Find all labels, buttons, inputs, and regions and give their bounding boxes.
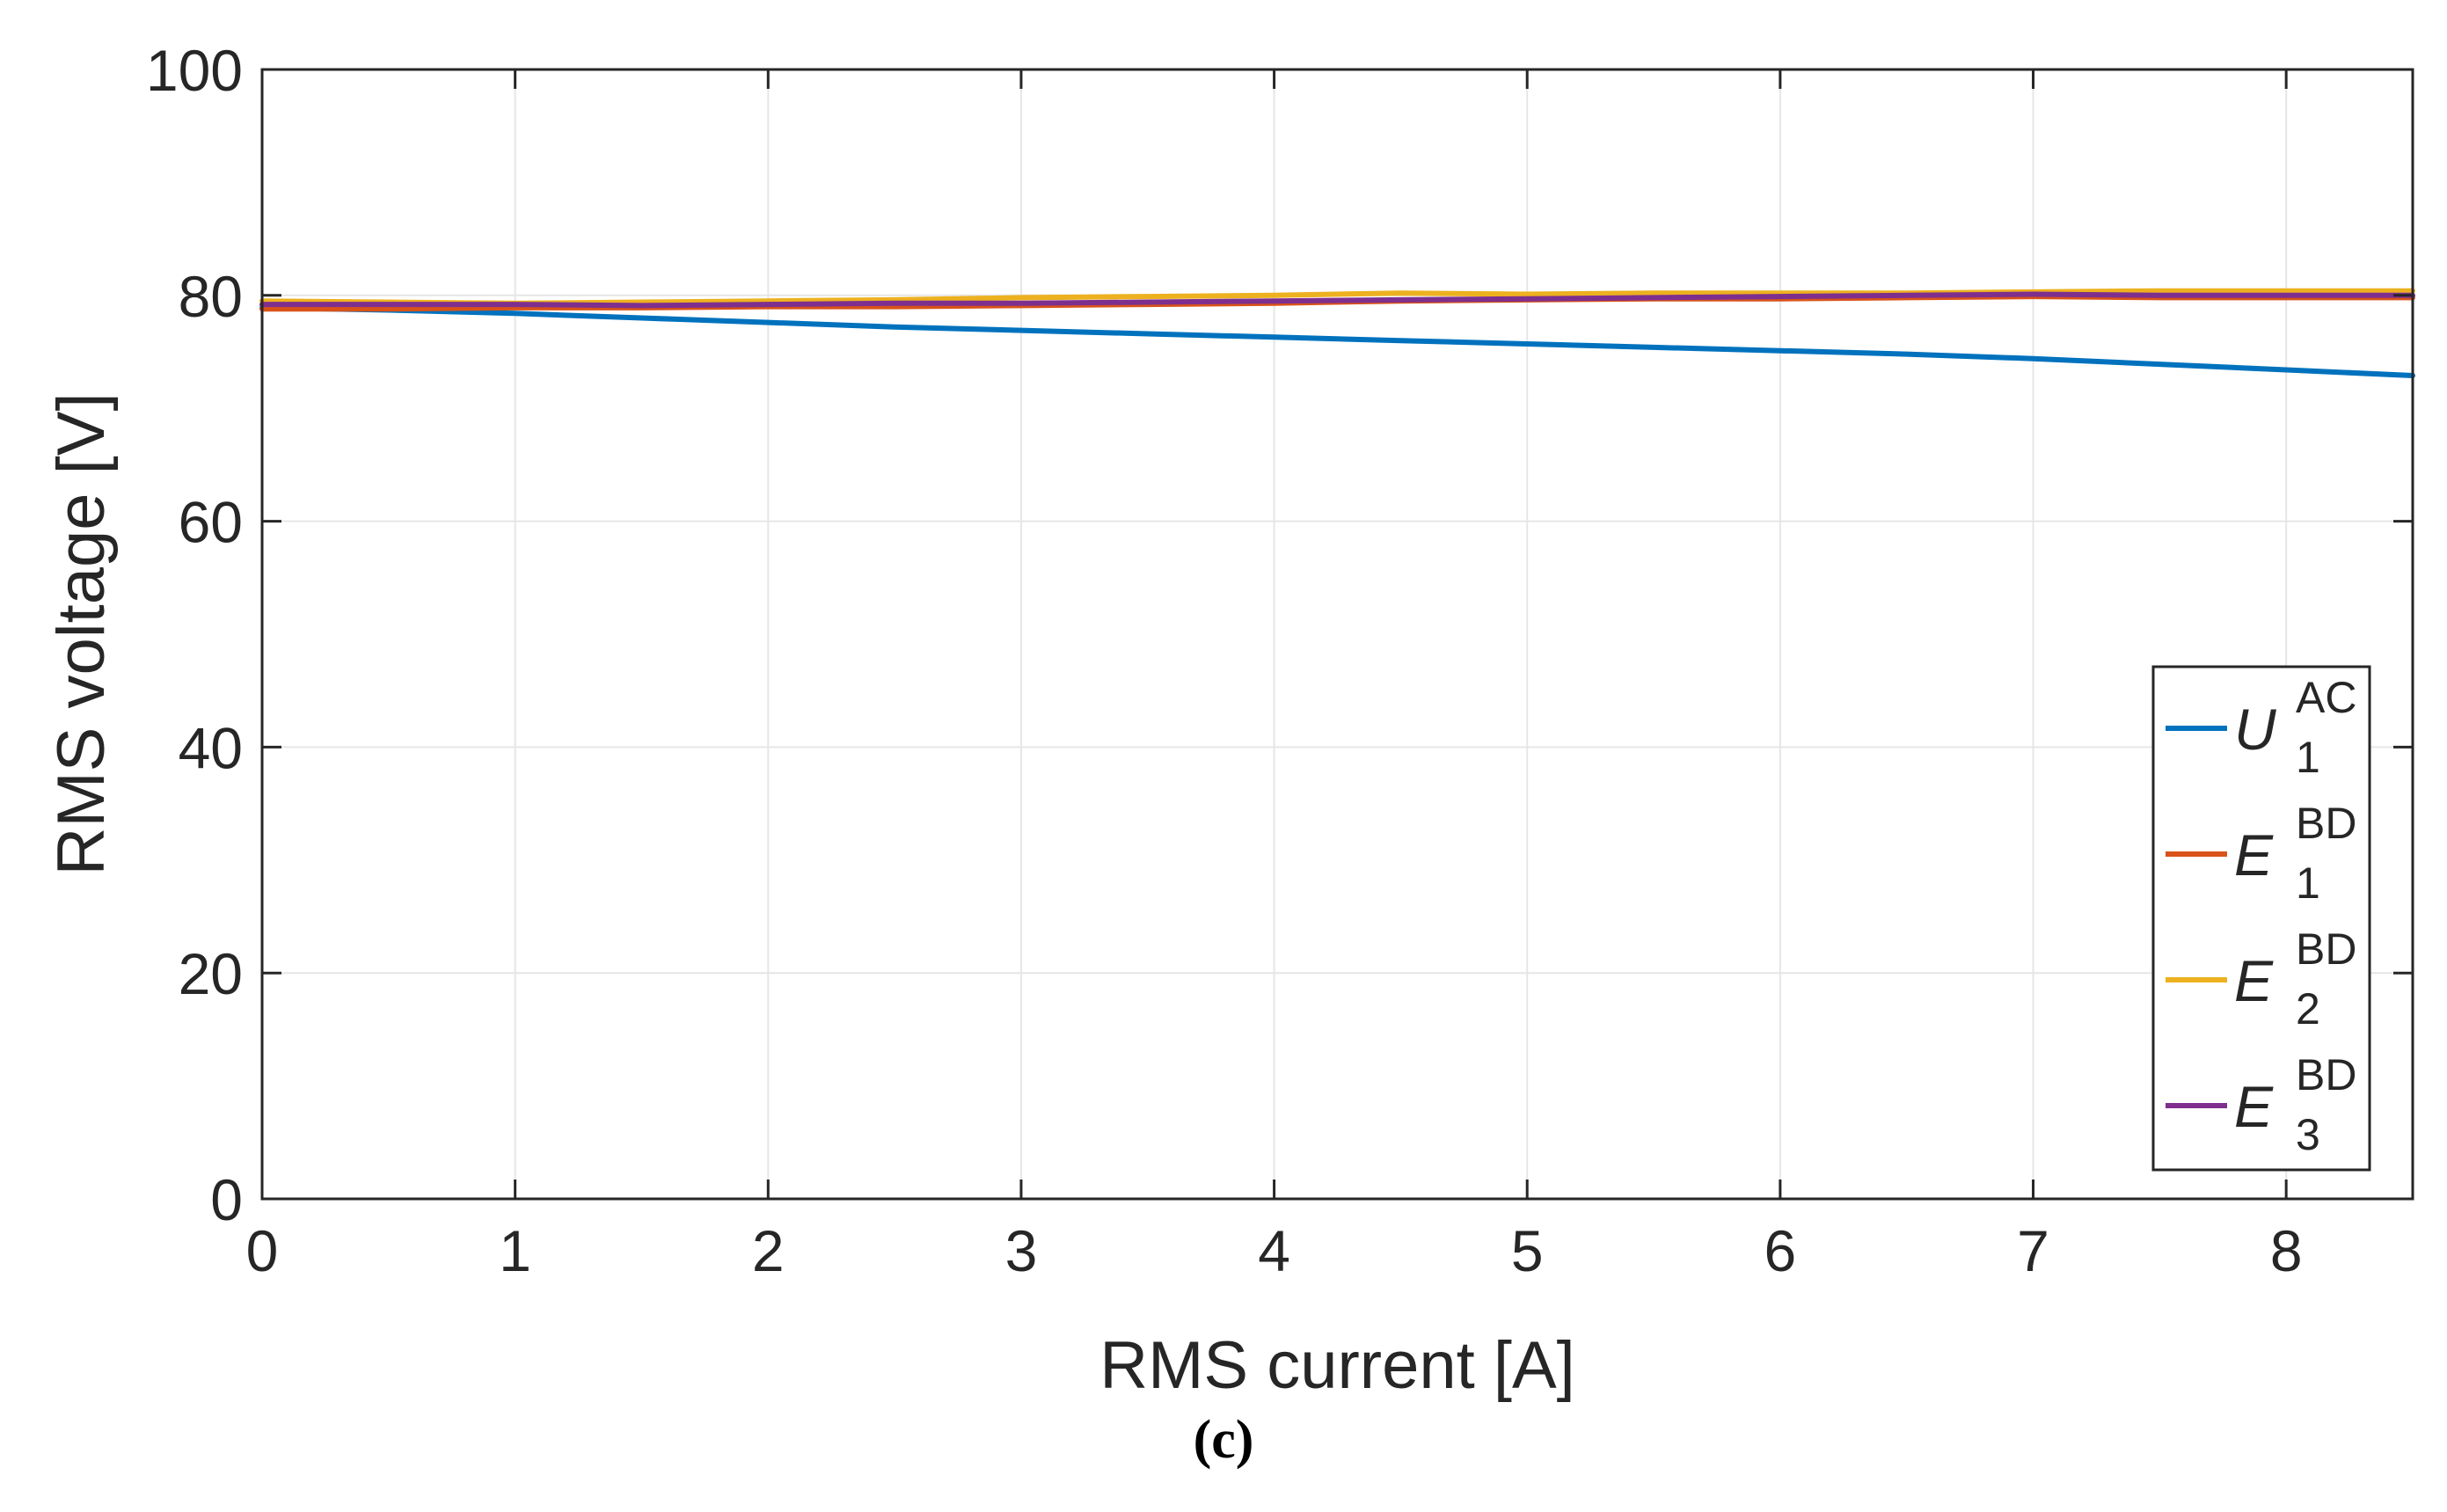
figure-caption: (c) (1193, 1410, 1254, 1470)
legend-label-4: E (2234, 1074, 2274, 1139)
y-tick-label: 20 (179, 941, 243, 1006)
legend-subscript-4: 3 (2296, 1110, 2320, 1159)
legend-label-2: E (2234, 822, 2274, 887)
x-tick-label: 6 (1764, 1218, 1797, 1283)
series-line-1 (259, 304, 2415, 378)
y-tick-label: 100 (146, 38, 243, 103)
legend-superscript-1: AC (2296, 673, 2356, 722)
x-tick-label: 2 (752, 1218, 785, 1283)
grid (261, 69, 2413, 1200)
x-tick-label: 8 (2270, 1218, 2303, 1283)
x-axis-title: RMS current [A] (1099, 1328, 1575, 1403)
legend-label-1: U (2234, 697, 2276, 762)
legend-superscript-3: BD (2296, 924, 2356, 974)
x-tick-label: 0 (246, 1218, 279, 1283)
legend-subscript-2: 1 (2296, 858, 2320, 908)
plot-lines (259, 288, 2415, 378)
x-tick-label: 1 (499, 1218, 531, 1283)
series-line-3 (259, 288, 2415, 306)
x-tick-label: 4 (1258, 1218, 1290, 1283)
plot-frame (260, 68, 2414, 1201)
y-axis-title: RMS voltage [V] (44, 392, 119, 875)
y-tick-label: 60 (179, 490, 243, 555)
x-tick-label: 3 (1005, 1218, 1038, 1283)
series-line-4 (259, 291, 2415, 309)
legend-label-3: E (2234, 948, 2274, 1013)
legend-superscript-4: BD (2296, 1050, 2356, 1099)
legend-box (2151, 665, 2371, 1172)
x-tick-label: 7 (2017, 1218, 2049, 1283)
legend-superscript-2: BD (2296, 799, 2356, 848)
legend-subscript-1: 1 (2296, 733, 2320, 782)
legend-subscript-3: 2 (2296, 984, 2320, 1034)
x-tick-label: 5 (1511, 1218, 1544, 1283)
y-tick-label: 0 (210, 1167, 243, 1232)
y-tick-label: 40 (179, 715, 243, 780)
y-tick-label: 80 (179, 264, 243, 329)
